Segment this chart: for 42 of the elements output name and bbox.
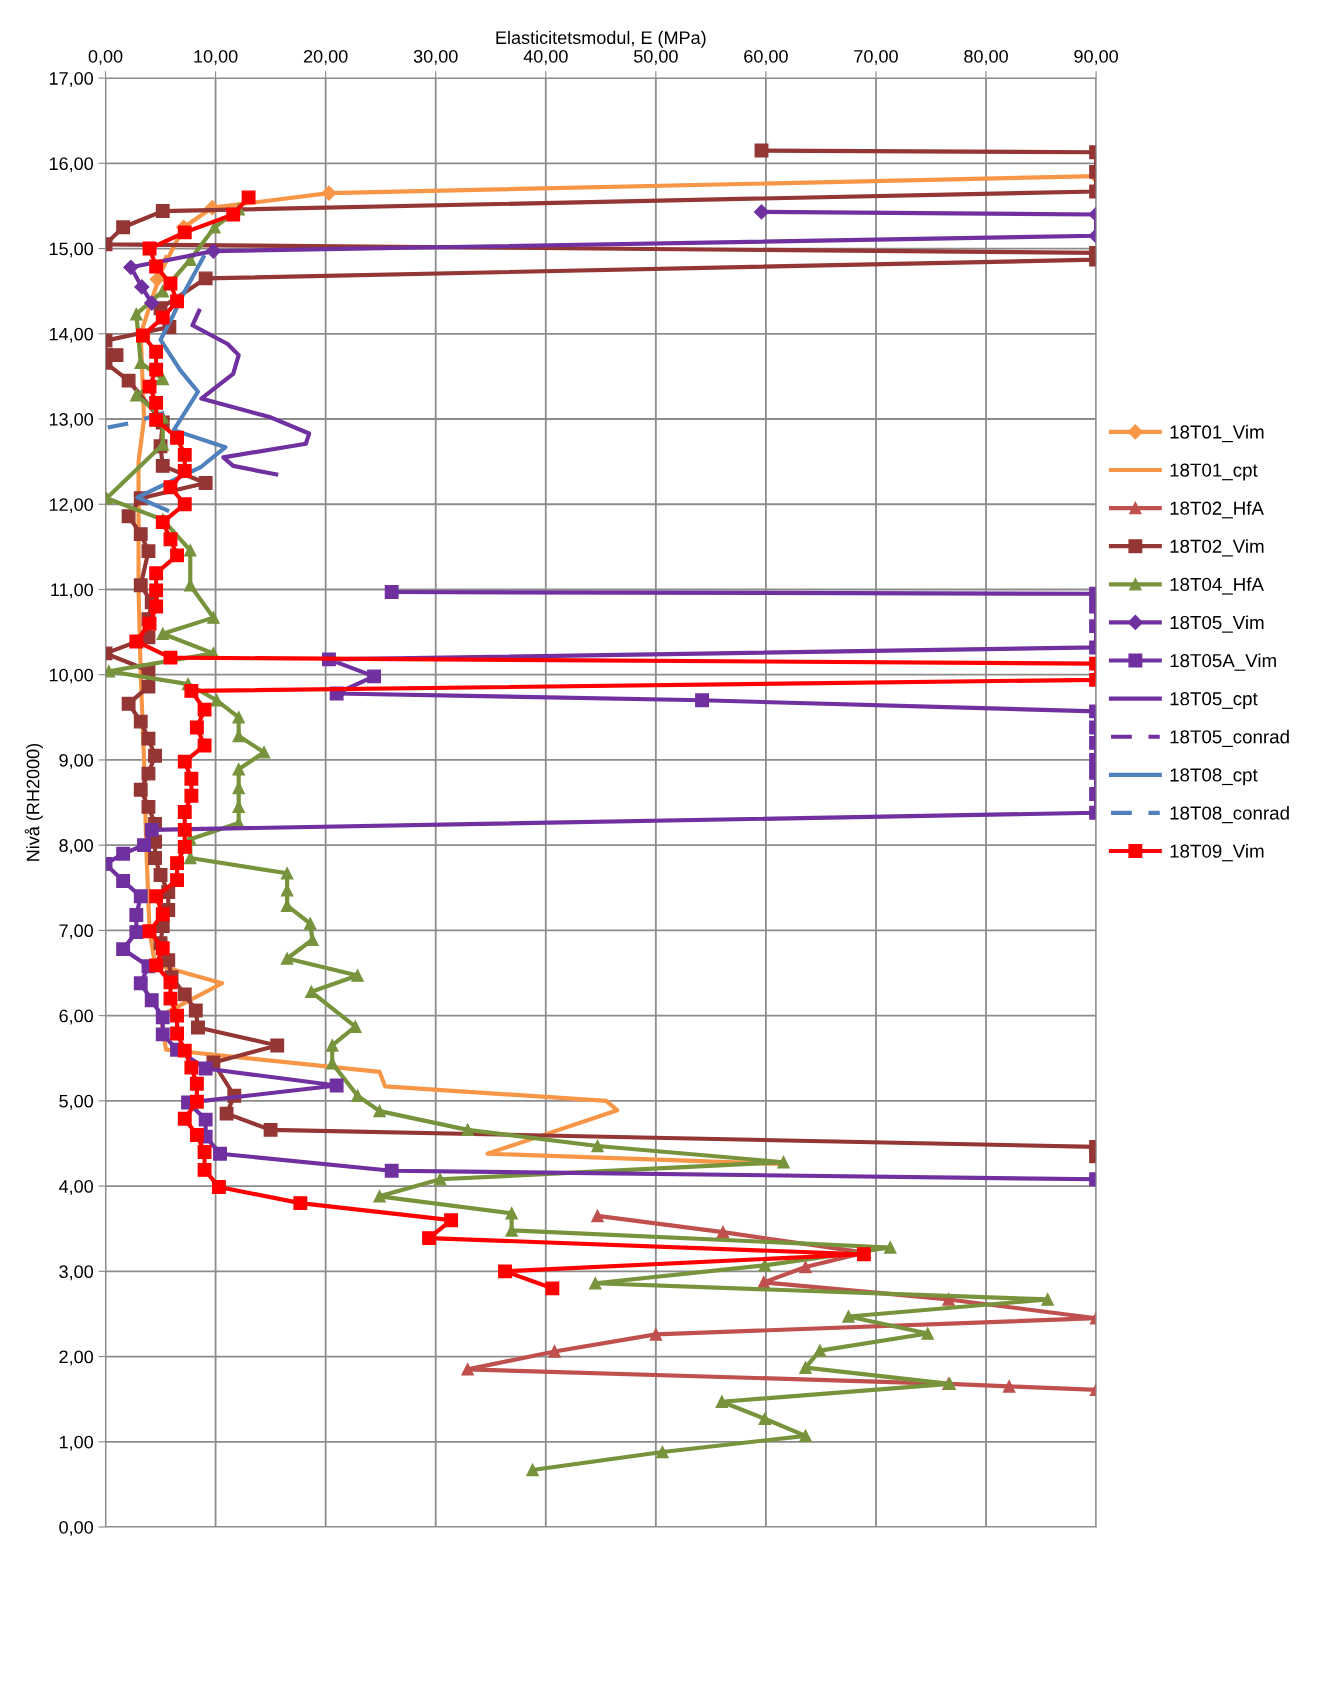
legend-label: 18T02_Vim bbox=[1170, 539, 1264, 557]
y-tick-label: 15,00 bbox=[49, 242, 94, 258]
y-tick-label: 14,00 bbox=[49, 327, 94, 343]
legend-label: 18T05_cpt bbox=[1170, 692, 1258, 710]
y-tick-label: 9,00 bbox=[59, 753, 94, 769]
y-tick-label: 3,00 bbox=[59, 1265, 94, 1281]
y-tick-label: 8,00 bbox=[59, 839, 94, 855]
y-tick-label: 4,00 bbox=[58, 1180, 94, 1195]
y-tick-label: 2,00 bbox=[59, 1350, 94, 1366]
x-tick-label: 90,00 bbox=[1074, 49, 1118, 65]
legend-label: 18T05_Vim bbox=[1170, 615, 1264, 633]
x-tick-label: 0,00 bbox=[88, 49, 123, 65]
legend-label: 18T09_Vim bbox=[1170, 844, 1264, 862]
y-tick-label: 7,00 bbox=[59, 924, 94, 940]
y-tick-label: 10,00 bbox=[49, 668, 94, 684]
y-tick-label: 6,00 bbox=[59, 1009, 94, 1025]
x-tick-label: 50,00 bbox=[633, 49, 678, 65]
y-axis-title: Nivå (RH2000) bbox=[24, 743, 43, 861]
legend-label: 18T01_Vim bbox=[1170, 424, 1264, 443]
legend-label: 18T05_conrad bbox=[1170, 729, 1289, 748]
y-tick-label: 11,00 bbox=[51, 583, 94, 599]
y-tick-label: 16,00 bbox=[49, 157, 94, 173]
y-tick-label: 5,00 bbox=[59, 1094, 94, 1110]
legend-label: 18T01_cpt bbox=[1170, 463, 1258, 481]
legend-label: 18T02_HfA bbox=[1170, 501, 1264, 519]
y-tick-label: 17,00 bbox=[49, 72, 94, 87]
x-tick-label: 40,00 bbox=[523, 49, 568, 65]
y-tick-label: 12,00 bbox=[49, 498, 94, 514]
y-tick-label: 13,00 bbox=[49, 412, 94, 428]
x-axis-title: Elasticitetsmodul, E (MPa) bbox=[496, 30, 706, 48]
legend-label: 18T05A_Vim bbox=[1170, 653, 1276, 671]
y-tick-label: 0,00 bbox=[59, 1520, 94, 1536]
legend-label: 18T08_conrad bbox=[1170, 805, 1289, 824]
legend-label: 18T04_HfA bbox=[1170, 577, 1264, 595]
x-tick-label: 20,00 bbox=[303, 49, 348, 65]
legend-label: 18T08_cpt bbox=[1170, 768, 1258, 786]
x-tick-label: 60,00 bbox=[744, 49, 788, 65]
x-tick-label: 70,00 bbox=[854, 49, 898, 65]
x-tick-label: 30,00 bbox=[413, 49, 458, 65]
x-tick-label: 80,00 bbox=[964, 49, 1008, 65]
x-tick-label: 10,00 bbox=[194, 49, 238, 65]
y-tick-label: 1,00 bbox=[59, 1435, 94, 1451]
